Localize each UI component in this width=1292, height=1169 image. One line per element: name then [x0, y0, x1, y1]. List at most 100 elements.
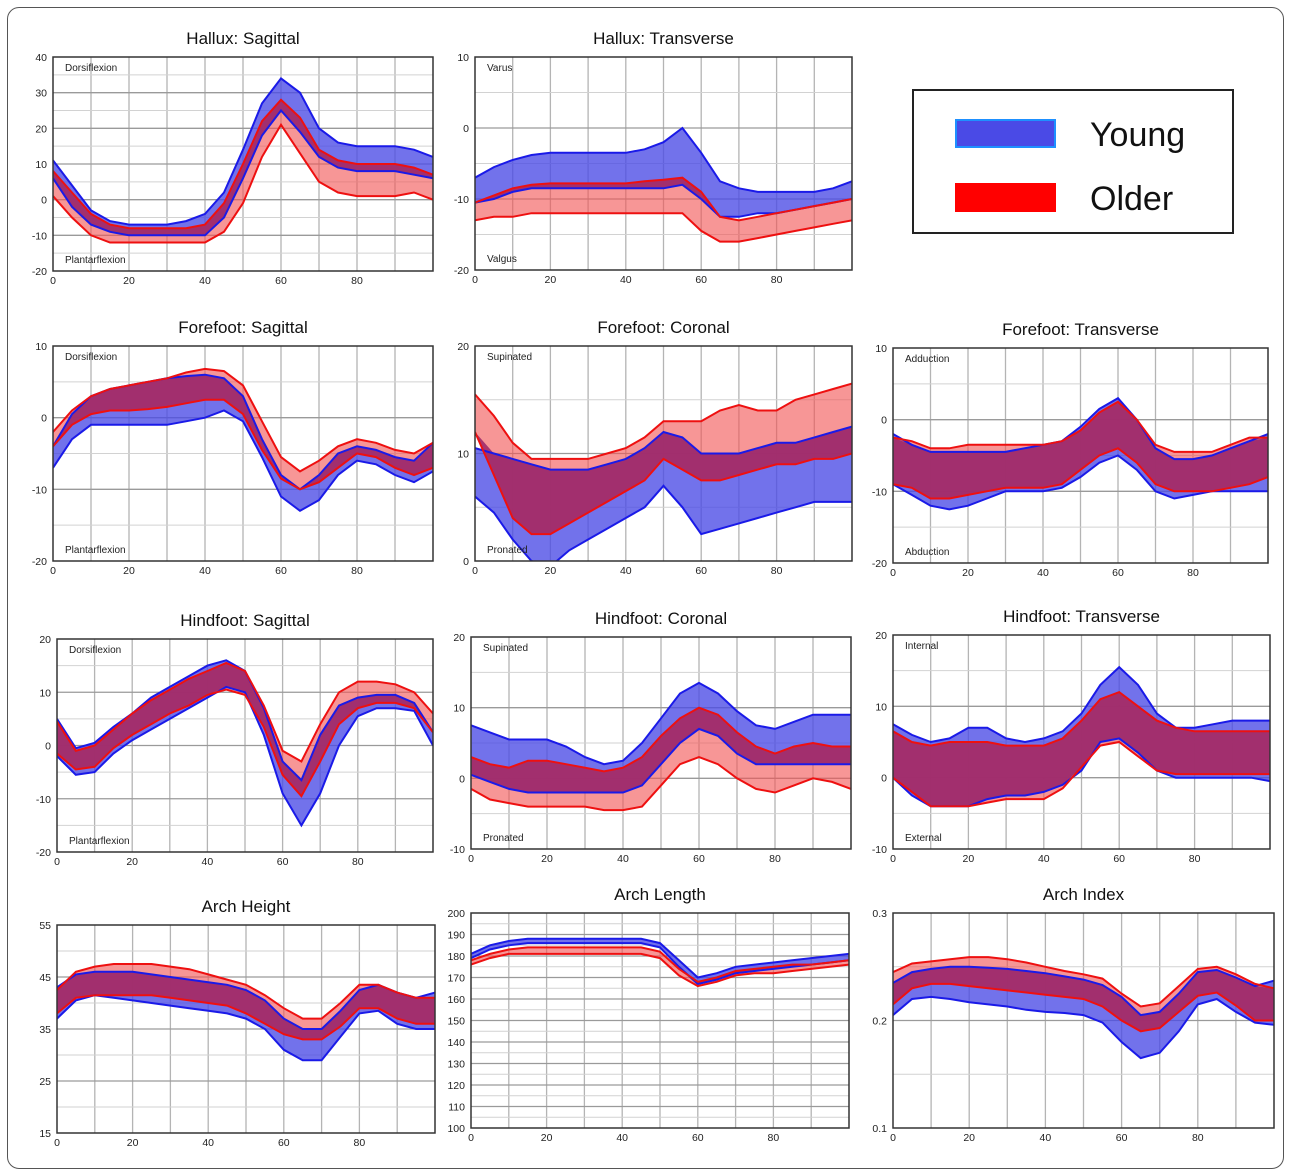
- x-tick-label: 80: [1189, 853, 1201, 865]
- series-band-young: [471, 938, 849, 984]
- chart-title: Forefoot: Coronal: [597, 318, 729, 337]
- plot-frame: [474, 345, 853, 562]
- plot-frame: [892, 347, 1269, 564]
- y-tick-label: -10: [36, 794, 51, 806]
- annotation-bottom: Plantarflexion: [65, 545, 126, 556]
- y-tick-label: 170: [447, 973, 465, 985]
- annotation-bottom: Pronated: [487, 545, 528, 556]
- x-tick-label: 80: [771, 565, 783, 577]
- bands: [475, 382, 852, 561]
- x-tick-label: 80: [1192, 1132, 1204, 1144]
- annotation-bottom: Plantarflexion: [69, 836, 130, 847]
- series-line-older-upper: [57, 661, 433, 763]
- y-tick-label: 190: [447, 930, 465, 942]
- y-tick-label: -10: [32, 484, 47, 496]
- series-line-older-lower: [53, 122, 433, 244]
- annotation-bottom: External: [905, 833, 942, 844]
- x-tick-label: 80: [351, 565, 363, 577]
- plot-frame: [470, 912, 850, 1129]
- x-tick-label: 80: [1187, 567, 1199, 579]
- y-tick-label: 0.2: [872, 1016, 887, 1028]
- series-line-young-upper: [471, 937, 849, 979]
- plot-frame: [56, 924, 436, 1134]
- y-tick-label: 10: [35, 341, 47, 353]
- y-tick-label: -10: [450, 844, 465, 856]
- x-tick-label: 40: [1037, 567, 1049, 579]
- series-band-overlap: [471, 707, 851, 793]
- x-tick-label: 20: [963, 853, 975, 865]
- series-line-young-lower: [471, 727, 851, 794]
- bands: [53, 77, 433, 244]
- x-tick-label: 0: [890, 567, 896, 579]
- x-tick-label: 20: [123, 565, 135, 577]
- y-tick-label: 0.3: [872, 908, 887, 920]
- y-tick-label: 10: [39, 687, 51, 699]
- y-tick-label: -20: [32, 266, 47, 278]
- series-line-young-upper: [475, 126, 852, 193]
- x-tick-label: 60: [1112, 567, 1124, 579]
- x-tick-label: 20: [126, 856, 138, 868]
- y-tick-label: 100: [447, 1123, 465, 1135]
- chart-title: Arch Length: [614, 885, 706, 904]
- x-tick-label: 20: [123, 275, 135, 287]
- y-tick-label: 10: [457, 449, 469, 461]
- chart-title: Hindfoot: Transverse: [1003, 607, 1160, 626]
- x-tick-label: 80: [769, 853, 781, 865]
- y-tick-label: 0: [41, 413, 47, 425]
- y-tick-label: 0: [459, 773, 465, 785]
- y-tick-label: 10: [875, 701, 887, 713]
- y-tick-label: 30: [35, 88, 47, 100]
- x-tick-label: 60: [693, 853, 705, 865]
- y-tick-label: -10: [872, 486, 887, 498]
- x-tick-label: 20: [541, 1132, 553, 1144]
- series-line-young-lower: [53, 409, 433, 512]
- annotation-top: Dorsiflexion: [65, 352, 117, 363]
- plot-frame: [56, 638, 434, 853]
- x-tick-label: 80: [352, 856, 364, 868]
- series-line-young-lower: [53, 108, 433, 237]
- series-line-young-upper: [57, 970, 435, 1030]
- legend-label-older: Older: [1090, 180, 1173, 218]
- chart-title: Arch Index: [1043, 885, 1125, 904]
- x-tick-label: 40: [202, 1137, 214, 1149]
- x-tick-label: 40: [616, 1132, 628, 1144]
- series-line-young-lower: [893, 454, 1268, 511]
- series-line-older-upper: [893, 690, 1270, 747]
- x-tick-label: 20: [127, 1137, 139, 1149]
- plot-frame: [474, 56, 853, 271]
- series-line-young-lower: [475, 484, 852, 561]
- series-line-older-lower: [893, 982, 1274, 1033]
- y-tick-label: -20: [36, 847, 51, 859]
- chart-title: Arch Height: [202, 897, 291, 916]
- annotation-bottom: Abduction: [905, 547, 949, 558]
- panel-2: Forefoot: Sagittal -20 -10 0 10 0 20 40 60 80 Dors…: [32, 318, 434, 577]
- annotation-bottom: Pronated: [483, 833, 524, 844]
- series-line-older-lower: [475, 431, 852, 536]
- series-band-young: [893, 966, 1274, 1059]
- series-line-young-upper: [893, 396, 1268, 461]
- series-line-older-upper: [471, 946, 849, 983]
- series-line-older-lower: [475, 212, 852, 243]
- y-tick-label: 45: [39, 972, 51, 984]
- legend: Young Older: [912, 89, 1234, 234]
- series-line-older-lower: [893, 740, 1270, 808]
- bands: [471, 937, 849, 988]
- x-tick-label: 0: [472, 274, 478, 286]
- annotation-top: Supinated: [483, 643, 528, 654]
- x-tick-label: 40: [202, 856, 214, 868]
- series-line-young-upper: [893, 965, 1274, 1017]
- x-tick-label: 0: [468, 853, 474, 865]
- x-tick-label: 20: [541, 853, 553, 865]
- series-band-young: [53, 78, 433, 236]
- x-tick-label: 0: [472, 565, 478, 577]
- y-tick-label: -10: [454, 194, 469, 206]
- annotation-top: Internal: [905, 641, 938, 652]
- bands: [893, 396, 1268, 511]
- series-line-older-lower: [57, 994, 435, 1041]
- y-tick-label: 10: [875, 343, 887, 355]
- plot-frame: [52, 56, 434, 272]
- x-tick-label: 60: [1113, 853, 1125, 865]
- x-tick-label: 80: [354, 1137, 366, 1149]
